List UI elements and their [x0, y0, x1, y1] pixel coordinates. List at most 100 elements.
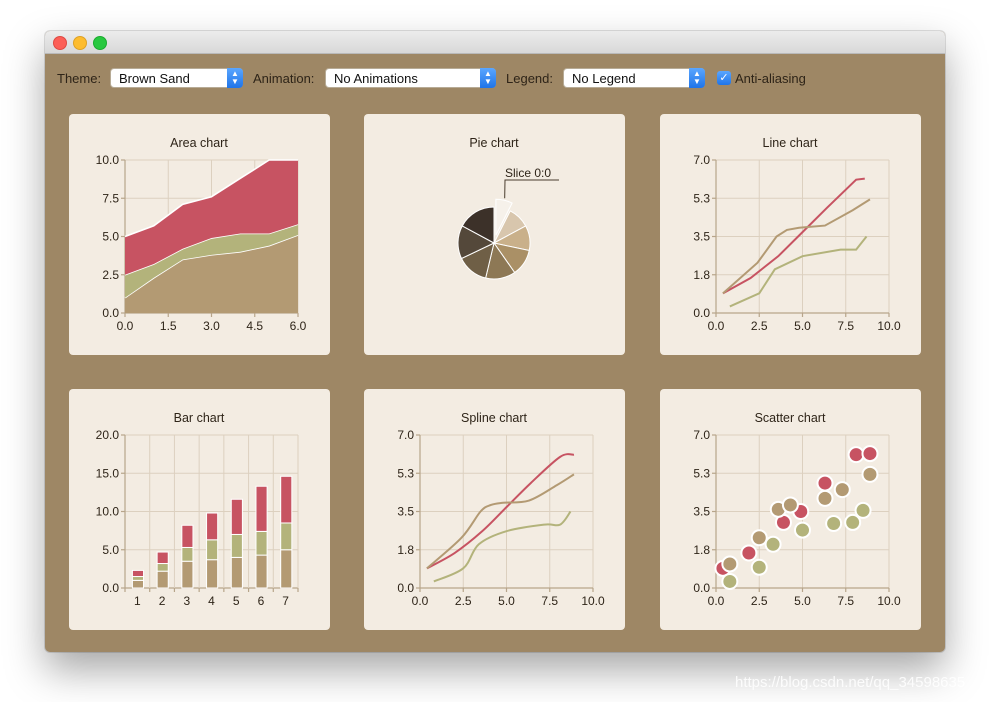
scatter-point	[781, 496, 799, 514]
y-tick-label: 5.0	[102, 230, 119, 244]
y-tick-label: 3.5	[397, 505, 414, 519]
chart-title: Bar chart	[174, 411, 225, 425]
scatter-point	[816, 474, 834, 492]
x-tick-label: 2.5	[751, 319, 768, 333]
scatter-point	[794, 521, 811, 539]
x-tick-label: 5.0	[794, 319, 811, 333]
scatter-point	[861, 465, 879, 483]
line-series-3	[729, 235, 868, 308]
x-tick-label: 1.5	[160, 319, 177, 333]
animation-label: Animation:	[253, 71, 315, 86]
y-tick-label: 5.0	[102, 543, 119, 557]
x-tick-label: 7.5	[541, 594, 558, 608]
bar-segment	[181, 560, 194, 589]
app-window: Theme: Brown Sand ▲ ▼ Animation: No Anima…	[45, 31, 945, 652]
bar-segment	[156, 551, 169, 565]
y-tick-label: 7.0	[693, 153, 710, 167]
bar-segment	[131, 579, 145, 589]
x-tick-label: 10.0	[877, 319, 901, 333]
spline-series-1	[426, 453, 575, 570]
y-tick-label: 5.3	[397, 466, 414, 480]
bar-segment	[255, 530, 268, 556]
area-series-3	[125, 160, 298, 275]
animation-select[interactable]: No Animations ▲ ▼	[325, 68, 496, 88]
antialiasing-checkbox[interactable]: ✓	[717, 71, 731, 85]
y-tick-label: 15.0	[96, 466, 120, 480]
x-tick-label: 7.5	[837, 319, 854, 333]
y-tick-label: 7.0	[397, 428, 414, 442]
bar-segment	[230, 556, 243, 589]
chart-title: Line chart	[763, 136, 818, 150]
y-tick-label: 0.0	[693, 581, 710, 595]
bar-segment	[131, 576, 145, 581]
x-tick-label: 4	[208, 594, 215, 608]
x-tick-label: 1	[134, 594, 141, 608]
toolbar: Theme: Brown Sand ▲ ▼ Animation: No Anima…	[45, 66, 945, 92]
y-tick-label: 0.0	[102, 306, 119, 320]
area-chart-card: Area chart 0.0 2.5 5.0 7.5 10.0 0.0 1.5 3.0 4.5 6.…	[69, 114, 330, 355]
x-tick-label: 6.0	[290, 319, 307, 333]
bar-segment	[206, 512, 219, 541]
bar-segment	[230, 498, 243, 535]
bar-segment	[230, 533, 243, 558]
scatter-point	[833, 481, 851, 499]
x-tick-label: 0.0	[708, 594, 725, 608]
scatter-point	[721, 572, 739, 590]
scatter-point	[721, 555, 739, 573]
chart-title: Pie chart	[469, 136, 519, 150]
x-tick-label: 7	[282, 594, 289, 608]
y-tick-label: 20.0	[96, 428, 120, 442]
antialiasing-label: Anti-aliasing	[735, 71, 806, 86]
minimize-window-button[interactable]	[73, 36, 87, 50]
spline-series-2	[426, 473, 575, 570]
x-tick-label: 3.0	[203, 319, 220, 333]
theme-label: Theme:	[57, 71, 102, 86]
scatter-point	[750, 529, 768, 547]
chevron-up-down-icon: ▲ ▼	[689, 68, 705, 88]
x-tick-label: 6	[258, 594, 265, 608]
bar-segment	[206, 559, 219, 589]
y-tick-label: 3.5	[693, 505, 710, 519]
x-tick-label: 10.0	[877, 594, 901, 608]
x-tick-label: 5.0	[794, 594, 811, 608]
close-window-button[interactable]	[53, 36, 67, 50]
x-tick-label: 10.0	[581, 594, 605, 608]
x-tick-label: 5	[233, 594, 240, 608]
bar-segment	[280, 549, 293, 589]
y-tick-label: 2.5	[102, 268, 119, 282]
spline-chart-card: Spline chart 0.0 1.8 3.5 5.3 7.0 0.0 2.5 5.0 7.5 1…	[364, 389, 625, 630]
bar-segment	[280, 522, 293, 551]
scatter-point	[816, 489, 834, 507]
line-chart-card: Line chart 0.0 1.8 3.5 5.3 7.0 0.0 2.5 5.0 7.5 10.…	[660, 114, 921, 355]
area-series-3-edge	[124, 159, 298, 238]
y-tick-label: 7.5	[102, 191, 119, 205]
legend-select[interactable]: No Legend ▲ ▼	[563, 68, 705, 88]
chart-title: Spline chart	[461, 411, 528, 425]
scatter-chart-card: Scatter chart 0.0 1.8 3.5 5.3 7.0 0.0 2.5 5.0 7.5…	[660, 389, 921, 630]
line-series-1	[722, 177, 865, 295]
checkmark-icon: ✓	[719, 72, 729, 84]
scatter-point	[750, 558, 768, 576]
x-tick-label: 0.0	[117, 319, 134, 333]
bar-segment	[206, 539, 219, 561]
scatter-point	[844, 513, 862, 531]
theme-select[interactable]: Brown Sand ▲ ▼	[110, 68, 243, 88]
chart-title: Scatter chart	[755, 411, 826, 425]
pie-slice	[495, 198, 513, 236]
zoom-window-button[interactable]	[93, 36, 107, 50]
bar-chart-card: Bar chart 0.0 5.0 10.0 15.0 20.0 1 2 3 4 5 6 7	[69, 389, 330, 630]
scatter-point	[825, 515, 843, 533]
legend-select-value: No Legend	[572, 71, 636, 86]
scatter-point	[740, 544, 758, 562]
x-tick-label: 0.0	[412, 594, 429, 608]
x-tick-label: 4.5	[246, 319, 263, 333]
x-tick-label: 2.5	[455, 594, 472, 608]
y-tick-label: 1.8	[693, 268, 710, 282]
bar-segment	[255, 485, 268, 532]
x-tick-label: 7.5	[837, 594, 854, 608]
pie-chart-card: Pie chart Slice 0:0	[364, 114, 625, 355]
y-tick-label: 0.0	[102, 581, 119, 595]
y-tick-label: 5.3	[693, 466, 710, 480]
x-tick-label: 0.0	[708, 319, 725, 333]
chevron-up-down-icon: ▲ ▼	[480, 68, 496, 88]
